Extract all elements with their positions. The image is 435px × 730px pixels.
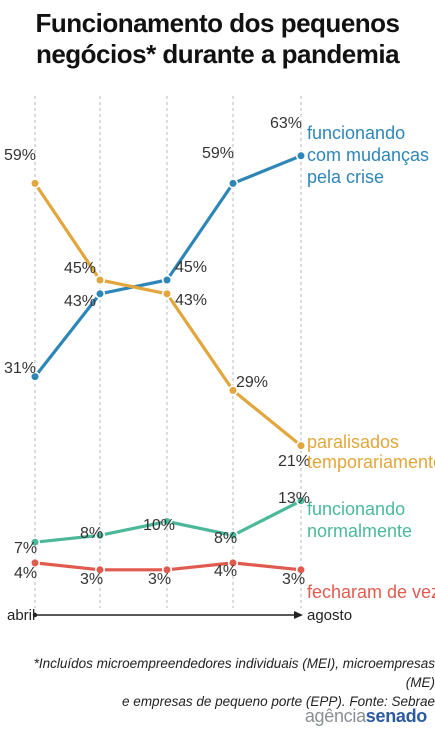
point-paralisados-5: [295, 440, 307, 451]
point-fecharam-de-vez-2: [94, 564, 106, 575]
point-funcionando-com-mudancas-1: [29, 371, 41, 382]
value-label-funcionando-com-mudancas-4: 59%: [202, 145, 234, 162]
series-label-funcionando-com-mudancas-3: pela crise: [307, 167, 384, 187]
point-paralisados-4: [227, 385, 239, 396]
series-label-funcionando-com-mudancas-2: com mudanças: [307, 145, 429, 165]
time-axis-start-dot: [32, 612, 38, 618]
value-label-fecharam-de-vez-4: 4%: [214, 563, 237, 580]
logo-part-1: agência: [304, 706, 366, 726]
point-fecharam-de-vez-1: [29, 557, 41, 569]
series-label-paralisados-1: paralisados: [307, 432, 399, 452]
value-label-paralisados-4: 29%: [236, 374, 268, 391]
point-funcionando-com-mudancas-5: [295, 150, 307, 161]
point-paralisados-2: [94, 274, 106, 286]
point-funcionando-normalmente-2: [94, 530, 106, 541]
value-label-fecharam-de-vez-3: 3%: [148, 571, 171, 588]
logo-part-2: senado: [365, 706, 428, 726]
value-label-funcionando-normalmente-4: 8%: [214, 530, 237, 547]
value-label-paralisados-5: 21%: [278, 453, 310, 470]
footnote-line-1: *Incluídos microempreendedores individua…: [33, 656, 435, 690]
point-funcionando-normalmente-3: [161, 516, 173, 527]
point-funcionando-normalmente-4: [227, 530, 239, 541]
value-label-funcionando-normalmente-3: 10%: [143, 517, 175, 534]
value-label-funcionando-com-mudancas-2: 43%: [64, 293, 96, 310]
series-label-funcionando-normalmente-2: normalmente: [307, 521, 412, 541]
point-paralisados-3: [161, 288, 173, 299]
series-label-funcionando-normalmente-1: funcionando: [307, 499, 405, 519]
title-line-2: negócios* durante a pandemia: [35, 39, 400, 69]
series-label-paralisados-2: temporariamente: [307, 452, 435, 472]
point-funcionando-com-mudancas-3: [161, 274, 173, 286]
value-label-funcionando-com-mudancas-1: 31%: [4, 360, 36, 377]
series-label-funcionando-com-mudancas-1: funcionando: [307, 123, 405, 143]
value-label-paralisados-2: 45%: [64, 260, 96, 277]
point-paralisados-1: [29, 178, 41, 189]
point-fecharam-de-vez-3: [161, 564, 173, 575]
point-funcionando-com-mudancas-4: [227, 178, 239, 189]
value-label-funcionando-com-mudancas-5: 63%: [270, 115, 302, 132]
title-line-1: Funcionamento dos pequenos: [35, 8, 400, 38]
x-tick-label-agosto: agosto: [307, 607, 352, 624]
point-fecharam-de-vez-4: [227, 557, 239, 569]
chart-title: Funcionamento dos pequenos negócios* dur…: [0, 8, 435, 70]
value-label-funcionando-com-mudancas-3: 45%: [175, 259, 207, 276]
value-label-fecharam-de-vez-5: 3%: [282, 571, 305, 588]
footnote-line-2: e empresas de pequeno porte (EPP). Fonte…: [122, 694, 435, 709]
point-funcionando-com-mudancas-2: [94, 288, 106, 299]
value-label-paralisados-1: 59%: [4, 147, 36, 164]
footnote: *Incluídos microempreendedores individua…: [10, 654, 435, 711]
x-tick-label-abril: abril: [7, 607, 35, 624]
point-funcionando-normalmente-5: [295, 495, 307, 506]
value-label-fecharam-de-vez-2: 3%: [80, 571, 103, 588]
series-line-paralisados: [33, 182, 303, 447]
value-label-paralisados-3: 43%: [175, 292, 207, 309]
value-label-funcionando-normalmente-1: 7%: [14, 540, 37, 557]
series-label-fecharam-de-vez-1: fecharam de vez: [307, 582, 435, 602]
time-axis-arrowhead: [294, 611, 303, 619]
value-label-fecharam-de-vez-1: 4%: [14, 565, 37, 582]
value-label-funcionando-normalmente-5: 13%: [278, 490, 310, 507]
point-fecharam-de-vez-5: [295, 564, 307, 575]
agencia-senado-logo: agênciasenado: [305, 706, 427, 727]
point-funcionando-normalmente-1: [29, 537, 41, 548]
value-label-funcionando-normalmente-2: 8%: [80, 525, 103, 542]
